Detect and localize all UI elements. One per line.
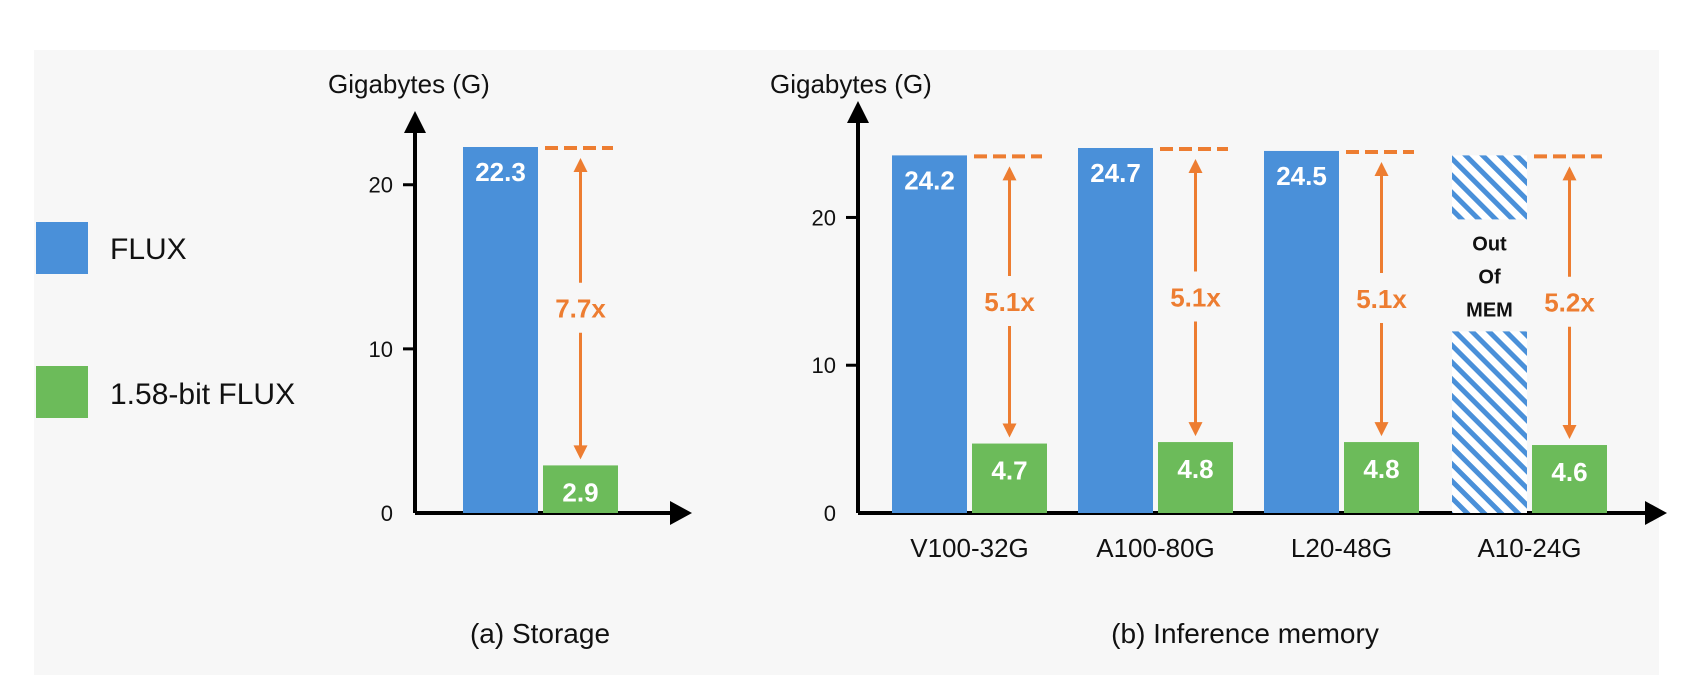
inference-ratio-label: 5.1x <box>984 287 1035 317</box>
inference-category-label: A10-24G <box>1477 533 1581 563</box>
inference-category-label: L20-48G <box>1291 533 1392 563</box>
storage-bar-flux-1-58 <box>543 465 618 513</box>
inference-ratio-arrow-head-up <box>1562 166 1577 181</box>
inference-oom-label: Out <box>1472 233 1507 255</box>
inference-bar-flux-1-58-label: 4.8 <box>1363 454 1399 484</box>
inference-bar-flux <box>1264 150 1339 514</box>
storage-y-tick-label: 20 <box>369 173 393 198</box>
inference-ratio-arrow-head-up <box>1188 159 1203 173</box>
storage-y-axis-arrow <box>404 111 426 133</box>
inference-memory-chart: Gigabytes (G) (b) Inference memory 0 10 20… <box>770 69 1667 649</box>
inference-y-axis-arrow <box>847 101 869 123</box>
storage-y-tick-label: 10 <box>369 337 393 362</box>
inference-y-tick-label: 10 <box>812 353 836 378</box>
storage-ratio-label: 7.7x <box>555 294 606 324</box>
storage-ratio-arrow-head-down <box>573 445 588 460</box>
inference-bar-flux-1-58 <box>1158 442 1233 513</box>
legend: FLUX 1.58-bit FLUX <box>36 222 295 418</box>
inference-ratio-arrow-head-down <box>1002 423 1017 438</box>
inference-oom-label-bg <box>1450 219 1529 332</box>
storage-bar-flux-1-58-label: 2.9 <box>562 477 598 507</box>
inference-ratio-arrow-head-down <box>1374 422 1389 437</box>
inference-bar-flux-1-58-label: 4.6 <box>1551 457 1587 487</box>
inference-bar-flux <box>892 155 967 513</box>
legend-label-flux-1-58: 1.58-bit FLUX <box>110 378 295 411</box>
inference-ratio-arrow-head-up <box>1002 166 1017 181</box>
inference-y-tick-label: 0 <box>824 501 836 526</box>
inference-y-axis-title: Gigabytes (G) <box>770 69 932 99</box>
storage-y-tick-label: 0 <box>381 501 393 526</box>
inference-bar-flux-1-58 <box>1344 442 1419 513</box>
inference-category-label: V100-32G <box>910 533 1029 563</box>
legend-swatch-flux-1-58 <box>36 366 88 418</box>
inference-oom-label: MEM <box>1466 299 1513 321</box>
inference-bar-flux-1-58-label: 4.8 <box>1177 454 1213 484</box>
inference-bar-flux-1-58 <box>972 443 1047 513</box>
inference-category-label: A100-80G <box>1096 533 1215 563</box>
storage-y-axis-title: Gigabytes (G) <box>328 69 490 99</box>
inference-ratio-arrow-head-down <box>1188 422 1203 437</box>
inference-ratio-label: 5.1x <box>1356 284 1407 314</box>
inference-ratio-label: 5.2x <box>1544 288 1595 318</box>
inference-bar-flux <box>1078 148 1153 513</box>
storage-bar-flux <box>463 147 538 513</box>
inference-bar-flux-1-58 <box>1532 445 1607 513</box>
legend-label-flux: FLUX <box>110 233 187 266</box>
storage-caption: (a) Storage <box>470 618 610 649</box>
inference-y-tick-label: 20 <box>812 205 836 230</box>
storage-chart: Gigabytes (G) (a) Storage 0 10 20 22.3 2.9 7.… <box>328 69 692 649</box>
inference-bar-flux-oom <box>1452 155 1527 513</box>
inference-ratio-arrow-head-up <box>1374 161 1389 176</box>
figure-background <box>34 50 1659 675</box>
inference-caption: (b) Inference memory <box>1111 618 1379 649</box>
inference-bar-flux-label: 24.7 <box>1090 158 1141 188</box>
storage-bar-flux-label: 22.3 <box>475 157 526 187</box>
storage-x-axis-arrow <box>670 501 692 525</box>
inference-bar-flux-label: 24.2 <box>904 165 955 195</box>
inference-bar-flux-1-58-label: 4.7 <box>991 456 1027 486</box>
legend-swatch-flux <box>36 222 88 274</box>
inference-x-axis-arrow <box>1645 501 1667 525</box>
inference-ratio-arrow-head-down <box>1562 425 1577 440</box>
storage-ratio-arrow-head-up <box>573 158 588 172</box>
inference-oom-label: Of <box>1478 266 1501 288</box>
inference-bar-flux-label: 24.5 <box>1276 161 1327 191</box>
inference-ratio-label: 5.1x <box>1170 283 1221 313</box>
